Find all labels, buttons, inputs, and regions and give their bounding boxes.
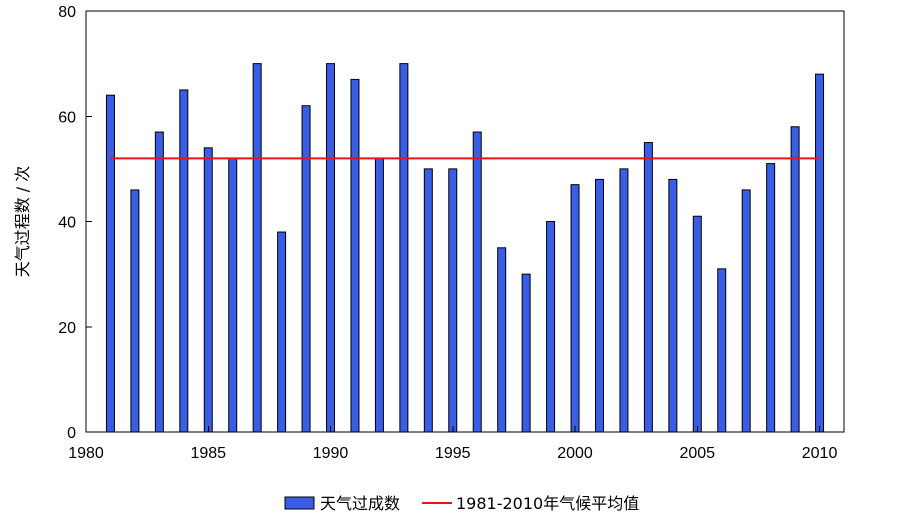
bar-1988 xyxy=(277,231,287,433)
bar-1986 xyxy=(228,157,238,433)
bar-2007 xyxy=(741,189,751,433)
bar-1985 xyxy=(203,147,213,433)
plot-frame xyxy=(85,10,845,433)
y-tick-label: 40 xyxy=(58,215,76,232)
bar-1997 xyxy=(497,247,507,433)
y-tick-label: 20 xyxy=(58,320,76,337)
bar-1987 xyxy=(252,63,262,433)
bar-1999 xyxy=(546,221,556,433)
bar-1982 xyxy=(130,189,140,433)
legend-bar-swatch xyxy=(284,496,315,510)
bar-1981 xyxy=(105,94,115,433)
bar-1995 xyxy=(448,168,458,433)
bar-2010 xyxy=(815,73,825,433)
axes-layer: 0 20 40 60 80 1980 1985 1990 1995 2000 2005 2010 xyxy=(58,4,845,462)
bar-2004 xyxy=(668,178,678,433)
bar-1991 xyxy=(350,78,360,433)
x-tick-label: 1980 xyxy=(68,445,104,462)
legend: 天气过成数 1981-2010年气候平均值 xyxy=(284,494,639,513)
legend-line-label: 1981-2010年气候平均值 xyxy=(456,494,639,513)
bar-2009 xyxy=(790,126,800,433)
x-tick-label: 1995 xyxy=(435,445,471,462)
bar-2000 xyxy=(570,184,580,433)
bar-1990 xyxy=(326,63,336,433)
bar-1994 xyxy=(423,168,433,433)
bar-1992 xyxy=(374,157,384,433)
bar-2008 xyxy=(766,163,776,433)
y-tick-label: 80 xyxy=(58,4,76,21)
bar-2003 xyxy=(643,142,653,433)
x-tick-label: 1990 xyxy=(313,445,349,462)
bar-1996 xyxy=(472,131,482,433)
legend-bar-label: 天气过成数 xyxy=(320,494,400,513)
bar-1998 xyxy=(521,273,531,433)
x-tick-label: 2010 xyxy=(802,445,838,462)
bar-1983 xyxy=(154,131,164,433)
bars-layer xyxy=(105,63,825,433)
x-tick-label: 1985 xyxy=(190,445,226,462)
y-tick-label: 60 xyxy=(58,109,76,126)
bar-2001 xyxy=(594,178,604,433)
x-tick-label: 2000 xyxy=(557,445,593,462)
bar-2005 xyxy=(692,215,702,433)
y-axis-title: 天气过程数 / 次 xyxy=(13,166,32,278)
bar-1984 xyxy=(179,89,189,433)
y-tick-label: 0 xyxy=(67,425,76,442)
bar-1993 xyxy=(399,63,409,433)
bar-1989 xyxy=(301,105,311,433)
bar-2006 xyxy=(717,268,727,433)
bar-2002 xyxy=(619,168,629,433)
x-tick-label: 2005 xyxy=(679,445,715,462)
